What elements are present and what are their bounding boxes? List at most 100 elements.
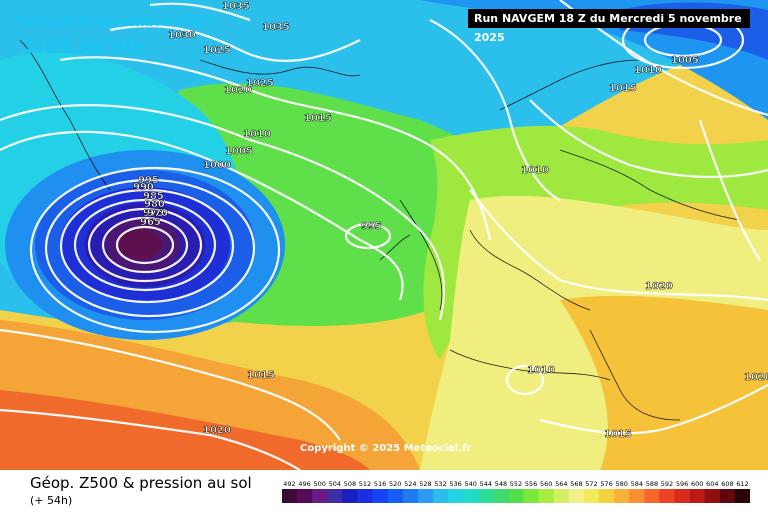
isobar-label: 1010 bbox=[243, 129, 271, 140]
legend-tick-label: 520 bbox=[389, 480, 401, 488]
legend-swatch bbox=[583, 489, 600, 503]
legend-swatch bbox=[689, 489, 705, 503]
isobar-label: 985 bbox=[143, 191, 164, 202]
isobar-label: 1030 bbox=[168, 30, 196, 41]
legend-tick-label: 612 bbox=[736, 480, 748, 488]
legend-tick-label: 496 bbox=[298, 480, 310, 488]
legend-swatch bbox=[644, 489, 660, 503]
legend-tick-label: 564 bbox=[555, 480, 567, 488]
isobar-label: 1020 bbox=[645, 281, 673, 292]
legend-swatch bbox=[402, 489, 419, 503]
legend-tick-label: 592 bbox=[661, 480, 673, 488]
isobar-label: 1035 bbox=[262, 22, 290, 33]
copyright-text: Copyright © 2025 Meteociel.fr bbox=[300, 443, 472, 454]
forecast-time: 1:00 locale bbox=[22, 34, 146, 58]
isobar-label: 970 bbox=[147, 208, 168, 219]
isobar-label: 1025 bbox=[203, 45, 231, 56]
legend-swatch bbox=[508, 489, 524, 503]
coastlines bbox=[19, 39, 741, 421]
legend-swatch bbox=[614, 489, 630, 503]
isobar-label: 1010 bbox=[527, 365, 555, 376]
legend-tick-label: 584 bbox=[631, 480, 643, 488]
footer: Géop. Z500 & pression au sol (+ 54h) 492… bbox=[0, 470, 768, 512]
isobar-label: 1005 bbox=[225, 146, 253, 157]
legend-swatch bbox=[342, 489, 358, 503]
legend-swatch bbox=[372, 489, 388, 503]
isobars bbox=[0, 0, 768, 470]
legend-swatch bbox=[463, 489, 479, 503]
legend-swatch bbox=[734, 489, 750, 503]
legend-tick-label: 500 bbox=[313, 480, 325, 488]
legend-tick-label: 540 bbox=[464, 480, 476, 488]
isobar-label: 1010 bbox=[634, 65, 662, 76]
legend-swatch bbox=[357, 489, 373, 503]
isobar-label: 1010 bbox=[521, 165, 549, 176]
isobar-label: 990 bbox=[133, 182, 154, 193]
legend-swatch bbox=[568, 489, 585, 503]
legend-tick-label: 532 bbox=[434, 480, 446, 488]
legend-tick-label: 560 bbox=[540, 480, 552, 488]
legend-swatch bbox=[478, 489, 494, 503]
isobar-label: 1015 bbox=[304, 113, 332, 124]
legend-tick-label: 548 bbox=[495, 480, 507, 488]
legend-tick-label: 580 bbox=[615, 480, 627, 488]
isobar-labels: 1035103510301025102510201015101010051000… bbox=[133, 1, 768, 441]
legend-tick-label: 512 bbox=[359, 480, 371, 488]
isobar-label: 1000 bbox=[203, 160, 231, 171]
legend-swatch bbox=[599, 489, 615, 503]
legend-swatch bbox=[538, 489, 554, 503]
isobar-label: 1015 bbox=[247, 370, 275, 381]
legend-swatch bbox=[553, 489, 570, 503]
legend-swatch bbox=[387, 489, 404, 503]
legend-tick-label: 544 bbox=[480, 480, 492, 488]
legend-tick-label: 508 bbox=[344, 480, 356, 488]
forecast-map: 1035103510301025102510201015101010051000… bbox=[0, 0, 768, 470]
forecast-offset: (+ 54h) bbox=[30, 494, 73, 507]
legend-tick-label: 572 bbox=[585, 480, 597, 488]
isobar-label: 1015 bbox=[609, 83, 637, 94]
legend-tick-label: 504 bbox=[329, 480, 341, 488]
legend-swatch bbox=[704, 489, 721, 503]
legend-swatch bbox=[674, 489, 690, 503]
color-legend: 492 496 500 504 508 512 516 520 524 528 532 536 540 5… bbox=[282, 480, 750, 503]
legend-swatch bbox=[523, 489, 539, 503]
legend-tick-label: 528 bbox=[419, 480, 431, 488]
legend-tick-label: 576 bbox=[600, 480, 612, 488]
legend-swatch bbox=[282, 489, 298, 503]
isobar-label: 995 bbox=[361, 221, 382, 232]
legend-swatch bbox=[719, 489, 736, 503]
run-info: Run NAVGEM 18 Z du Mercredi 5 novembre 2… bbox=[468, 9, 750, 44]
isobar-label: 1020 bbox=[203, 425, 231, 436]
legend-swatch bbox=[433, 489, 449, 503]
isobar-label: 1020 bbox=[224, 85, 252, 96]
forecast-date: Samedi 8 novembre 2025 bbox=[14, 14, 215, 30]
field-band-red-s bbox=[0, 390, 370, 470]
low-band-6 bbox=[118, 228, 162, 260]
legend-tick-label: 588 bbox=[646, 480, 658, 488]
legend-tick-label: 600 bbox=[691, 480, 703, 488]
legend-tick-label: 492 bbox=[283, 480, 295, 488]
legend-swatch bbox=[448, 489, 464, 503]
legend-swatch bbox=[297, 489, 313, 503]
legend-swatch bbox=[312, 489, 328, 503]
legend-tick-label: 556 bbox=[525, 480, 537, 488]
isobar-label: 1025 bbox=[246, 78, 274, 89]
legend-swatch bbox=[659, 489, 675, 503]
legend-tick-label: 552 bbox=[510, 480, 522, 488]
isobar-label: 1015 bbox=[604, 429, 632, 440]
legend-swatch bbox=[417, 489, 434, 503]
isobar-label: 975 bbox=[143, 208, 164, 219]
chart-title: Géop. Z500 & pression au sol bbox=[30, 474, 252, 492]
isobar-label: 980 bbox=[144, 199, 165, 210]
legend-swatch bbox=[629, 489, 645, 503]
field-band-lightgreen bbox=[423, 125, 768, 360]
legend-tick-label: 524 bbox=[404, 480, 416, 488]
legend-swatch bbox=[327, 489, 343, 503]
field-band-orange-se bbox=[560, 295, 768, 470]
legend-tick-label: 608 bbox=[721, 480, 733, 488]
legend-swatch bbox=[493, 489, 509, 503]
isobar-label: 1005 bbox=[671, 55, 699, 66]
isobar-label: 1020 bbox=[744, 372, 768, 383]
isobar-label: 965 bbox=[140, 217, 161, 228]
